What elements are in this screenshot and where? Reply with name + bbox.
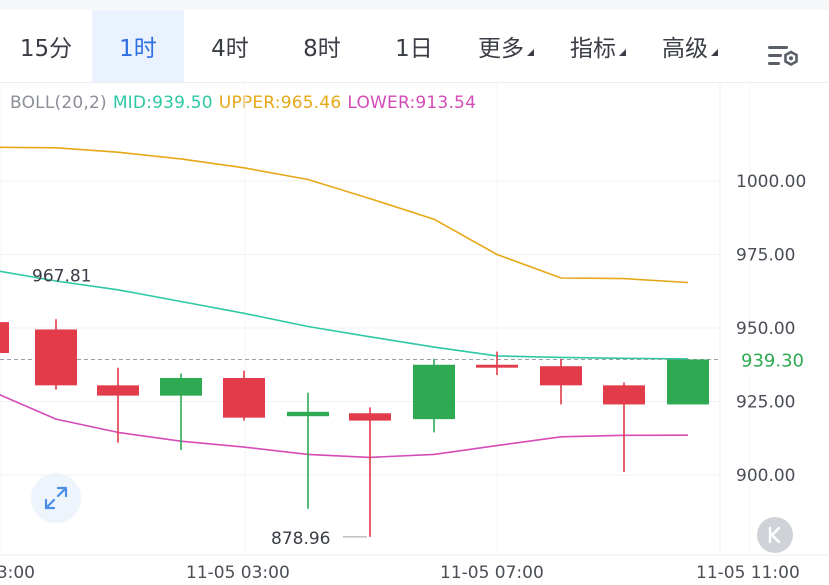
candle-body <box>0 322 9 353</box>
expand-arrows-icon[interactable] <box>31 473 81 523</box>
boll-mid-line <box>0 270 689 360</box>
price-tick-label: 975.00 <box>736 246 795 266</box>
boll-legend: BOLL(20,2) MID:939.50 UPPER:965.46 LOWER:91… <box>10 93 482 113</box>
dropdown-caret-icon <box>711 48 718 56</box>
jump-to-latest-icon[interactable] <box>757 517 793 553</box>
time-tick-label: 11-05 03:00 <box>186 563 290 583</box>
chart-settings-icon[interactable] <box>758 28 808 84</box>
tab-label: 15分 <box>19 36 73 62</box>
time-tick-label: 23:00 <box>0 563 35 583</box>
candle-body <box>476 364 518 368</box>
price-tick-label: 950.00 <box>736 319 795 339</box>
boll-lower: LOWER:913.54 <box>347 93 477 113</box>
tab-8h[interactable]: 8时 <box>276 10 368 82</box>
tab-15min[interactable]: 15分 <box>0 10 92 82</box>
tab-label: 1日 <box>395 36 433 62</box>
interval-tab-bar: 15分 1时 4时 8时 1日 更多 指标 高级 <box>0 10 829 83</box>
time-tick-label: 11-05 11:00 <box>696 563 800 583</box>
tab-label: 指标 <box>570 36 616 62</box>
candle-body <box>413 364 455 420</box>
boll-lower-line <box>0 394 689 459</box>
candle-body <box>160 377 202 396</box>
tab-label: 1时 <box>119 36 157 62</box>
tab-advanced[interactable]: 高级 <box>644 10 736 82</box>
candle-body <box>540 366 582 386</box>
price-tick-label: 1000.00 <box>736 172 806 192</box>
candle-body <box>667 359 709 405</box>
candle-body <box>603 385 645 405</box>
candle-body <box>349 413 391 421</box>
high-label: 967.81 <box>32 267 91 287</box>
candle-body <box>97 385 139 396</box>
top-strip <box>0 0 829 10</box>
last-price-tag <box>722 345 829 374</box>
boll-mid: MID:939.50 <box>112 93 213 113</box>
low-label: 878.96 <box>271 529 330 549</box>
candle-body <box>223 377 265 418</box>
tab-1d[interactable]: 1日 <box>368 10 460 82</box>
candle-body <box>35 329 77 386</box>
price-tick-label: 900.00 <box>736 466 795 486</box>
tab-label: 更多 <box>478 36 524 62</box>
boll-upper-line <box>0 146 689 284</box>
tab-1h[interactable]: 1时 <box>92 10 184 82</box>
tab-label: 高级 <box>662 36 708 62</box>
boll-upper: UPPER:965.46 <box>218 93 342 113</box>
dropdown-caret-icon <box>619 48 626 56</box>
candle-body <box>287 411 329 417</box>
tab-indicators[interactable]: 指标 <box>552 10 644 82</box>
time-tick-label: 11-05 07:00 <box>440 563 544 583</box>
dropdown-caret-icon <box>527 48 534 56</box>
tab-more[interactable]: 更多 <box>460 10 552 82</box>
tab-label: 8时 <box>303 36 341 62</box>
last-price-label: 939.30 <box>741 350 804 371</box>
boll-name: BOLL(20,2) <box>10 93 107 113</box>
tab-label: 4时 <box>211 36 249 62</box>
price-tick-label: 925.00 <box>736 393 795 413</box>
tab-4h[interactable]: 4时 <box>184 10 276 82</box>
